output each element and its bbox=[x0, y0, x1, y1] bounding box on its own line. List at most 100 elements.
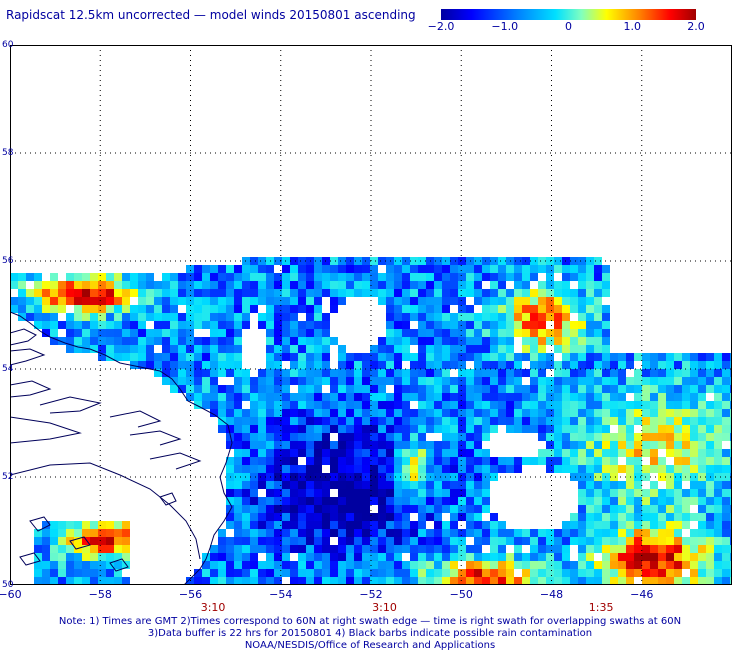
wind-cell bbox=[706, 553, 714, 561]
wind-cell bbox=[458, 497, 466, 505]
wind-cell bbox=[290, 449, 298, 457]
wind-cell bbox=[362, 545, 370, 553]
wind-cell bbox=[298, 569, 306, 577]
wind-cell bbox=[290, 569, 298, 577]
wind-cell bbox=[378, 537, 386, 545]
wind-cell bbox=[298, 441, 306, 449]
wind-cell bbox=[338, 353, 346, 361]
wind-cell bbox=[674, 377, 682, 385]
wind-cell bbox=[186, 345, 194, 353]
wind-cell bbox=[562, 561, 570, 569]
wind-cell bbox=[450, 337, 458, 345]
wind-cell bbox=[346, 569, 354, 577]
wind-cell bbox=[306, 337, 314, 345]
wind-cell bbox=[674, 577, 682, 585]
wind-cell bbox=[258, 561, 266, 569]
longitude-tick-label: −58 bbox=[88, 588, 112, 601]
wind-cell bbox=[226, 273, 234, 281]
wind-cell bbox=[378, 353, 386, 361]
wind-cell bbox=[554, 385, 562, 393]
wind-cell bbox=[706, 441, 714, 449]
wind-cell bbox=[378, 385, 386, 393]
wind-cell bbox=[370, 345, 378, 353]
wind-cell bbox=[602, 313, 610, 321]
wind-cell bbox=[586, 529, 594, 537]
wind-cell bbox=[586, 305, 594, 313]
wind-cell bbox=[42, 313, 50, 321]
wind-cell bbox=[106, 273, 114, 281]
wind-cell bbox=[386, 449, 394, 457]
wind-cell bbox=[234, 505, 242, 513]
wind-cell bbox=[634, 545, 642, 553]
wind-cell bbox=[250, 441, 258, 449]
wind-cell bbox=[610, 513, 618, 521]
wind-cell bbox=[474, 561, 482, 569]
wind-cell bbox=[602, 529, 610, 537]
wind-cell bbox=[570, 289, 578, 297]
wind-cell bbox=[90, 345, 98, 353]
wind-cell bbox=[546, 561, 554, 569]
wind-cell bbox=[634, 433, 642, 441]
wind-cell bbox=[338, 569, 346, 577]
wind-cell bbox=[522, 393, 530, 401]
wind-cell bbox=[634, 377, 642, 385]
wind-cell bbox=[610, 369, 618, 377]
wind-cell bbox=[658, 513, 666, 521]
wind-cell bbox=[426, 345, 434, 353]
wind-cell bbox=[490, 393, 498, 401]
wind-cell bbox=[626, 353, 634, 361]
wind-cell bbox=[546, 425, 554, 433]
wind-cell bbox=[570, 569, 578, 577]
wind-cell bbox=[50, 321, 58, 329]
wind-cell bbox=[242, 545, 250, 553]
latitude-tick-label: 56 bbox=[2, 256, 14, 266]
wind-cell bbox=[378, 257, 386, 265]
wind-cell bbox=[578, 489, 586, 497]
wind-cell bbox=[34, 273, 42, 281]
wind-cell bbox=[282, 489, 290, 497]
wind-cell bbox=[306, 409, 314, 417]
wind-cell bbox=[266, 497, 274, 505]
wind-cell bbox=[482, 289, 490, 297]
wind-cell bbox=[410, 505, 418, 513]
wind-cell bbox=[314, 417, 322, 425]
wind-cell bbox=[434, 401, 442, 409]
wind-cell bbox=[42, 321, 50, 329]
wind-cell bbox=[578, 457, 586, 465]
wind-cell bbox=[690, 377, 698, 385]
wind-cell bbox=[266, 321, 274, 329]
wind-cell bbox=[610, 489, 618, 497]
wind-cell bbox=[666, 537, 674, 545]
wind-cell bbox=[394, 441, 402, 449]
wind-cell bbox=[618, 561, 626, 569]
wind-cell bbox=[442, 449, 450, 457]
wind-cell bbox=[442, 329, 450, 337]
wind-cell bbox=[370, 473, 378, 481]
wind-cell bbox=[418, 409, 426, 417]
wind-cell bbox=[546, 289, 554, 297]
wind-cell bbox=[498, 337, 506, 345]
wind-cell bbox=[202, 313, 210, 321]
wind-cell bbox=[498, 361, 506, 369]
wind-cell bbox=[434, 393, 442, 401]
wind-cell bbox=[90, 537, 98, 545]
wind-cell bbox=[290, 577, 298, 585]
wind-cell bbox=[418, 449, 426, 457]
wind-cell bbox=[266, 553, 274, 561]
wind-cell bbox=[722, 401, 730, 409]
wind-cell bbox=[386, 417, 394, 425]
latitude-tick-label: 52 bbox=[2, 472, 14, 482]
wind-cell bbox=[530, 353, 538, 361]
wind-cell bbox=[370, 497, 378, 505]
wind-cell bbox=[722, 409, 730, 417]
wind-cell bbox=[178, 289, 186, 297]
wind-cell bbox=[378, 449, 386, 457]
wind-cell bbox=[394, 321, 402, 329]
wind-cell bbox=[290, 545, 298, 553]
wind-cell bbox=[226, 561, 234, 569]
wind-cell bbox=[130, 361, 138, 369]
wind-cell bbox=[626, 505, 634, 513]
wind-cell bbox=[162, 337, 170, 345]
wind-cell bbox=[298, 377, 306, 385]
wind-cell bbox=[242, 273, 250, 281]
